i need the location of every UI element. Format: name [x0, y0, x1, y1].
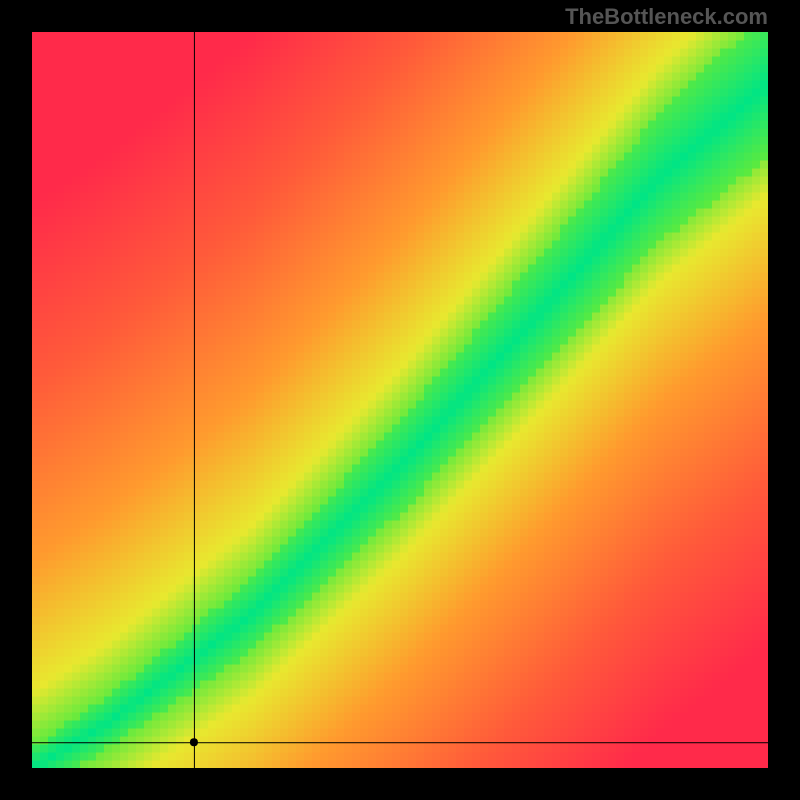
plot-area	[32, 32, 768, 768]
heatmap-canvas	[32, 32, 768, 768]
watermark-text: TheBottleneck.com	[565, 4, 768, 30]
outer-frame: TheBottleneck.com	[0, 0, 800, 800]
